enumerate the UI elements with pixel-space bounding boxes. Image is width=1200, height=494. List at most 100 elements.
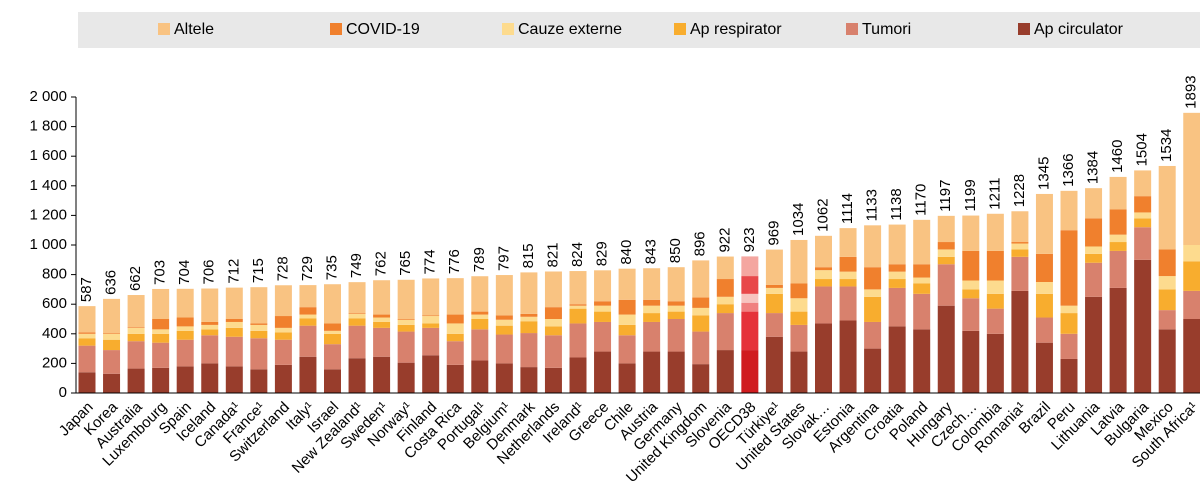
bar-segment — [716, 296, 734, 305]
bar-segment — [422, 355, 440, 393]
bar-segment — [127, 368, 145, 393]
total-label: 1211 — [986, 178, 1003, 210]
bar-segment — [127, 295, 145, 328]
bar-segment — [1109, 242, 1127, 251]
bar-segment — [176, 326, 194, 331]
bar-segment — [324, 284, 341, 324]
bar-segment — [103, 298, 121, 334]
bar-segment — [594, 311, 612, 322]
bar-segment — [1109, 234, 1127, 243]
legend-swatch — [330, 23, 342, 35]
total-label: 1114 — [839, 193, 856, 224]
total-label: 821 — [544, 242, 561, 267]
bar-segment — [790, 324, 808, 352]
bar-segment — [1035, 282, 1053, 294]
bar-segment — [962, 250, 980, 281]
bar-segment — [373, 327, 391, 357]
bar-segment — [201, 335, 219, 364]
bar-segment — [569, 304, 587, 306]
bar-segment — [765, 336, 783, 393]
bar-segment — [1085, 188, 1103, 219]
bar-segment — [716, 256, 734, 280]
bar-segment — [1085, 253, 1103, 263]
bar-segment — [250, 338, 268, 370]
bar-segment — [741, 276, 759, 294]
bar-segment — [913, 283, 931, 294]
bar-segment — [741, 256, 759, 277]
total-label: 1138 — [888, 188, 905, 220]
bar-segment — [299, 307, 317, 315]
bar-segment — [274, 327, 292, 333]
bar-segment — [422, 315, 440, 317]
legend-label: COVID-19 — [346, 21, 420, 38]
total-label: 735 — [323, 255, 340, 280]
bar-segment — [471, 319, 489, 330]
bar-segment — [986, 250, 1004, 281]
bar-segment — [1134, 227, 1152, 260]
total-label: 1893 — [1183, 75, 1200, 108]
bar-segment — [667, 319, 685, 352]
bar-segment — [839, 286, 857, 321]
bar-segment — [103, 373, 121, 393]
bar-segment — [618, 268, 636, 300]
total-label: 729 — [299, 256, 316, 281]
bar-segment — [348, 325, 366, 359]
total-label: 815 — [520, 243, 537, 268]
bar-segment — [643, 268, 661, 300]
total-label: 1199 — [962, 179, 979, 211]
bar-segment — [594, 351, 612, 393]
bar-segment — [1158, 249, 1176, 277]
bar-segment — [815, 270, 832, 280]
total-label: 765 — [397, 251, 414, 276]
bar-segment — [839, 256, 857, 272]
bar-segment — [618, 324, 636, 336]
bar-segment — [618, 363, 636, 393]
total-label: 922 — [716, 228, 733, 253]
bar-segment — [250, 330, 268, 339]
total-label: 662 — [127, 266, 144, 291]
bar-segment — [225, 327, 243, 337]
total-label: 1228 — [1011, 174, 1028, 207]
bar-segment — [692, 364, 710, 393]
bar-segment — [495, 315, 513, 320]
total-label: 843 — [643, 239, 660, 264]
legend-swatch — [674, 23, 686, 35]
bar-segment — [250, 287, 268, 324]
total-label: 774 — [422, 249, 439, 274]
bar-segment — [250, 369, 268, 393]
total-label: 749 — [348, 253, 365, 278]
bar-segment — [127, 333, 145, 342]
bar-segment — [1158, 276, 1176, 290]
total-label: 1170 — [913, 184, 930, 216]
y-tick-label: 0 — [59, 384, 67, 401]
bar-segment — [348, 318, 366, 326]
bar-segment — [225, 336, 243, 367]
bar-segment — [962, 289, 980, 299]
bar-segment — [741, 302, 759, 312]
total-label: 587 — [78, 277, 95, 302]
bar-segment — [446, 314, 464, 324]
bar-segment — [201, 329, 219, 336]
total-label: 703 — [152, 260, 169, 285]
bar-segment — [716, 279, 734, 297]
bar-segment — [1011, 242, 1029, 244]
bar-segment — [471, 360, 489, 393]
total-label: 715 — [250, 258, 267, 283]
bar-segment — [667, 311, 685, 319]
bar-segment — [1011, 249, 1029, 257]
bar-segment — [1085, 246, 1103, 254]
bar-segment — [520, 313, 538, 317]
bar-segment — [790, 239, 808, 284]
bar-segment — [1158, 165, 1176, 250]
bar-segment — [618, 335, 636, 364]
bar-segment — [1158, 329, 1176, 393]
bar-segment — [765, 284, 783, 288]
total-label: 1345 — [1035, 157, 1052, 190]
bar-segment — [78, 338, 96, 346]
bar-segment — [569, 305, 587, 309]
bar-segment — [765, 313, 783, 337]
total-label: 1504 — [1134, 133, 1151, 166]
bar-segment — [471, 314, 489, 319]
bar-segment — [152, 288, 170, 319]
